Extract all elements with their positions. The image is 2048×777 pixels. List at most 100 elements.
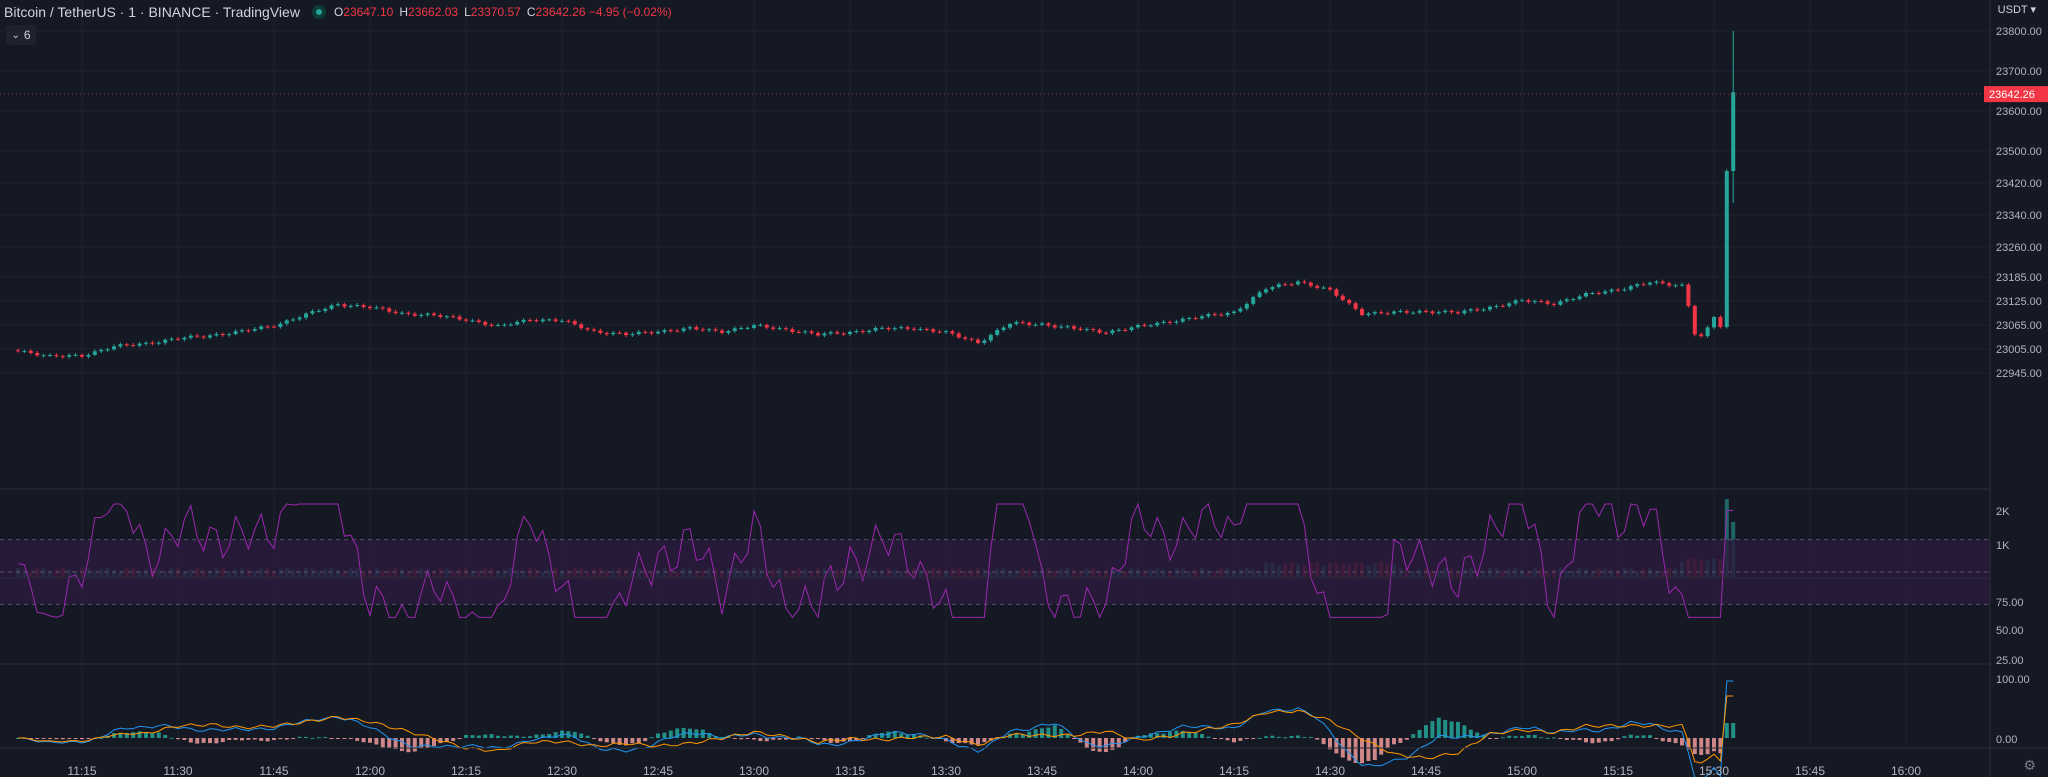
macd-histogram-bar [86, 738, 91, 739]
candle-body [809, 331, 814, 334]
candle-body [931, 329, 936, 332]
price-axis-strip [1990, 0, 2048, 777]
gear-icon[interactable]: ⚙ [2023, 757, 2036, 773]
candle-body [828, 332, 833, 334]
candle-body [1366, 313, 1371, 315]
macd-histogram-bar [745, 738, 750, 739]
macd-histogram-bar [1648, 735, 1652, 738]
candle-body [752, 325, 756, 328]
candle-body [649, 332, 654, 334]
macd-histogram-bar [1622, 736, 1627, 738]
candle-body [1136, 325, 1140, 328]
candle-body [297, 317, 302, 320]
macd-histogram-bar [1488, 738, 1492, 739]
candle-body [777, 328, 782, 330]
price-axis-label: 23065.00 [1996, 320, 2042, 332]
macd-histogram-bar [355, 738, 360, 741]
candle-body [1225, 312, 1230, 316]
macd-histogram-bar [515, 735, 520, 738]
volume-axis-label: 2K [1996, 506, 2010, 518]
rsi-line [17, 502, 1734, 619]
macd-histogram-bar [873, 734, 878, 738]
candle-body [668, 330, 673, 332]
collapse-indicators-button[interactable]: ⌄ 6 [6, 25, 36, 45]
macd-histogram-bar [1014, 733, 1019, 738]
currency-selector[interactable]: USDT ▾ [1997, 4, 2036, 16]
macd-histogram-bar [1142, 735, 1147, 738]
macd-histogram-bar [1116, 738, 1121, 748]
candle-body [560, 320, 564, 322]
candle-body [336, 304, 340, 306]
candle-body [1283, 284, 1288, 286]
macd-histogram-bar [1385, 738, 1390, 749]
time-axis-label: 12:15 [451, 764, 481, 777]
candle-body [1699, 334, 1704, 337]
macd-histogram-bar [611, 738, 616, 744]
macd-histogram-bar [905, 734, 910, 738]
macd-histogram-bar [1443, 719, 1448, 738]
candle-body [182, 337, 187, 340]
candle-body [636, 331, 641, 335]
macd-histogram-bar [368, 738, 372, 743]
macd-histogram-bar [393, 738, 398, 750]
candle-body [406, 312, 411, 314]
candle-body [1641, 284, 1646, 286]
candle-body [464, 319, 468, 321]
macd-histogram-bar [1302, 737, 1307, 739]
macd-histogram-bar [739, 738, 744, 740]
candle-body [259, 326, 264, 330]
macd-line [17, 680, 1734, 777]
candle-body [1443, 310, 1448, 313]
candle-body [1507, 303, 1512, 307]
macd-histogram-bar [272, 738, 276, 741]
candle-body [425, 313, 430, 315]
candle-body [1468, 309, 1473, 311]
candle-body [1052, 325, 1057, 328]
symbol-title[interactable]: Bitcoin / TetherUS · 1 · BINANCE · Tradi… [4, 4, 300, 20]
macd-histogram-bar [963, 738, 968, 744]
macd-histogram-bar [1180, 730, 1185, 738]
macd-histogram-bar [380, 738, 385, 748]
macd-histogram-bar [1692, 738, 1697, 755]
candle-body [252, 329, 257, 331]
macd-histogram-bar [265, 738, 270, 742]
time-axis-label: 13:15 [835, 764, 865, 777]
candle-body [892, 328, 897, 330]
rsi-axis-label: 75.00 [1996, 597, 2024, 609]
macd-histogram-bar [99, 737, 104, 739]
candle-body [700, 329, 705, 331]
candle-body [368, 306, 372, 309]
macd-axis-label: 0.00 [1996, 734, 2017, 746]
candle-body [732, 328, 737, 332]
candle-body [496, 325, 500, 327]
candle-body [1360, 308, 1364, 315]
time-axis-label: 11:15 [67, 764, 96, 777]
macd-histogram-bar [630, 738, 635, 744]
candle-body [1174, 321, 1179, 323]
macd-histogram-bar [214, 738, 219, 744]
candle-body [1628, 286, 1633, 290]
candle-body [1731, 92, 1736, 171]
candle-body [784, 328, 788, 330]
macd-histogram-bar [1577, 738, 1582, 741]
high-value: 23662.03 [408, 5, 459, 19]
candle-body [1436, 312, 1441, 314]
candle-body [1155, 322, 1160, 326]
macd-histogram-bar [1084, 738, 1089, 749]
macd-histogram-bar [624, 738, 628, 746]
candle-body [1148, 325, 1153, 327]
macd-histogram-bar [112, 733, 116, 738]
macd-histogram-bar [1046, 727, 1051, 738]
price-axis-label: 23260.00 [1996, 242, 2042, 254]
candle-body [675, 330, 680, 332]
macd-histogram-bar [668, 730, 673, 738]
candle-body [579, 324, 584, 329]
macd-histogram-bar [1513, 736, 1518, 738]
macd-histogram-bar [956, 738, 961, 744]
candle-body [1481, 309, 1486, 311]
candle-body [617, 332, 622, 334]
candle-body [1200, 316, 1204, 319]
candle-body [944, 331, 948, 333]
candle-body [144, 342, 148, 344]
